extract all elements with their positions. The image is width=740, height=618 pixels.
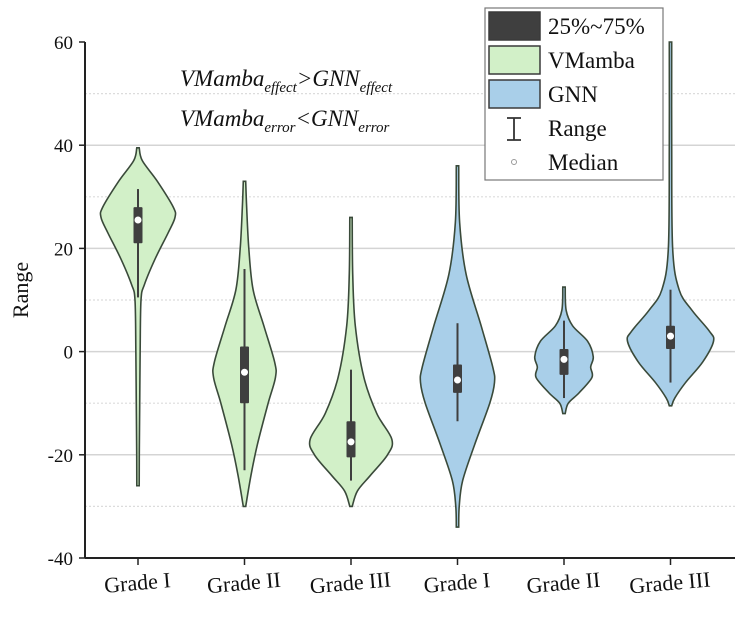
median-marker — [667, 332, 674, 340]
legend-label: 25%~75% — [548, 14, 645, 39]
y-tick-label: 20 — [54, 239, 73, 260]
iqr-swatch — [488, 11, 541, 41]
violin-gnn — [626, 41, 715, 407]
annotation-line: VMambaerror<GNNerror — [180, 106, 390, 136]
y-tick-label: -20 — [48, 446, 73, 467]
y-tick-label: 40 — [54, 136, 73, 157]
x-tick-label: Grade III — [309, 567, 392, 599]
x-tick-label: Grade I — [103, 567, 172, 598]
annotation: VMambaeffect>GNNeffectVMambaerror<GNNerr… — [180, 66, 393, 136]
violins — [99, 41, 715, 528]
y-tick-label: -40 — [48, 549, 73, 570]
annotation-text: < — [295, 106, 311, 131]
violin-gnn — [533, 286, 595, 415]
legend-label: VMamba — [548, 48, 635, 73]
color-swatch — [488, 45, 541, 75]
annotation-line: VMambaeffect>GNNeffect — [180, 66, 393, 96]
y-axis-label: Range — [8, 262, 33, 318]
violin-vmamba — [308, 216, 394, 508]
x-tick-label: Grade I — [423, 567, 492, 598]
violin-body — [308, 216, 394, 508]
violin-gnn — [419, 165, 496, 528]
median-marker — [241, 368, 248, 376]
y-tick-label: 60 — [54, 33, 73, 54]
violin-vmamba — [212, 180, 277, 508]
legend-item: Range — [507, 116, 607, 141]
gridlines — [85, 92, 735, 507]
range-icon — [507, 117, 521, 141]
violin-body — [626, 41, 715, 407]
color-swatch — [488, 79, 541, 109]
median-icon — [511, 159, 517, 165]
annotation-text: GNN — [312, 66, 361, 91]
annotation-text: VMamba — [180, 66, 264, 91]
annotation-subscript: effect — [264, 80, 297, 96]
legend-label: Range — [548, 116, 607, 141]
violin-vmamba — [99, 146, 177, 487]
legend-item: Median — [511, 150, 619, 175]
x-tick-label: Grade II — [525, 567, 601, 598]
annotation-subscript: effect — [360, 80, 393, 96]
legend-item: VMamba — [488, 45, 635, 75]
violin-body — [99, 146, 177, 487]
x-tick-label: Grade III — [628, 567, 711, 599]
annotation-text: VMamba — [180, 106, 264, 131]
median-marker — [134, 216, 142, 224]
legend-item: 25%~75% — [488, 11, 645, 41]
median-marker — [347, 438, 355, 446]
median-marker — [560, 355, 568, 363]
iqr-box — [133, 207, 143, 244]
median-marker — [454, 376, 461, 384]
legend-label: GNN — [548, 82, 598, 107]
annotation-subscript: error — [264, 120, 295, 136]
annotation-subscript: error — [358, 120, 389, 136]
legend: 25%~75% VMamba GNN Range Median — [484, 7, 664, 181]
y-tick-label: 0 — [64, 343, 74, 364]
legend-item: GNN — [488, 79, 598, 109]
x-tick-label: Grade II — [206, 567, 282, 598]
annotation-text: GNN — [311, 106, 360, 131]
annotation-text: > — [297, 66, 313, 91]
legend-label: Median — [548, 150, 619, 175]
